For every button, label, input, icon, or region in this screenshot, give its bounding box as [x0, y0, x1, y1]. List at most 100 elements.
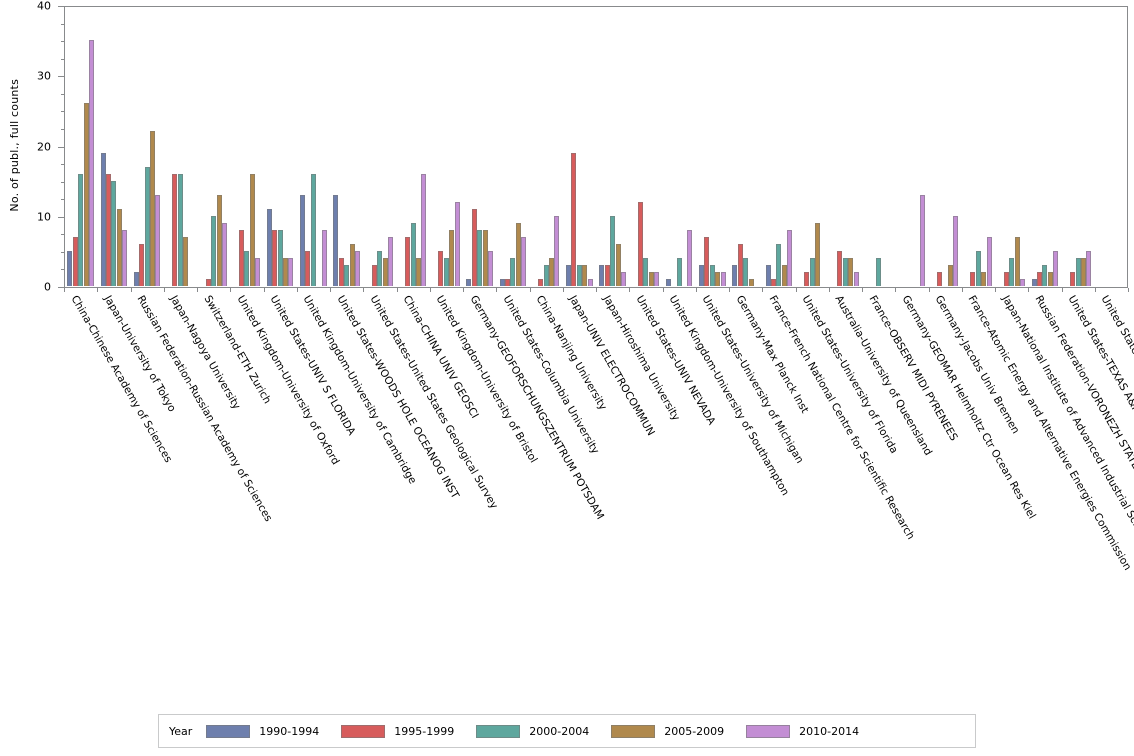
bar[interactable]: [538, 278, 544, 286]
bar[interactable]: [205, 278, 211, 286]
bar[interactable]: [105, 173, 111, 286]
bar[interactable]: [111, 180, 117, 286]
bar[interactable]: [582, 264, 588, 286]
bar[interactable]: [643, 257, 649, 286]
bar[interactable]: [732, 264, 738, 286]
bar[interactable]: [715, 271, 721, 286]
bar[interactable]: [554, 215, 560, 286]
bar[interactable]: [615, 243, 621, 286]
bar[interactable]: [699, 264, 705, 286]
bar[interactable]: [333, 194, 339, 286]
bar[interactable]: [809, 257, 815, 286]
bar[interactable]: [421, 173, 427, 286]
bar[interactable]: [1014, 236, 1020, 286]
bar[interactable]: [443, 257, 449, 286]
bar[interactable]: [1053, 250, 1059, 286]
bar[interactable]: [1086, 250, 1092, 286]
bar[interactable]: [211, 215, 217, 286]
bar[interactable]: [637, 201, 643, 286]
bar[interactable]: [709, 264, 715, 286]
bar[interactable]: [310, 173, 316, 286]
bar[interactable]: [948, 264, 953, 286]
bar[interactable]: [776, 243, 782, 286]
bar[interactable]: [1047, 271, 1053, 286]
bar[interactable]: [338, 257, 344, 286]
legend-item[interactable]: 1990-1994: [206, 724, 319, 738]
bar[interactable]: [221, 222, 227, 286]
bar[interactable]: [842, 257, 848, 286]
bar[interactable]: [970, 271, 976, 286]
bar[interactable]: [876, 257, 882, 286]
bar[interactable]: [354, 250, 360, 286]
bar[interactable]: [1036, 271, 1042, 286]
bar[interactable]: [620, 271, 626, 286]
bar[interactable]: [133, 271, 139, 286]
bar[interactable]: [377, 250, 383, 286]
bar[interactable]: [321, 229, 327, 286]
bar[interactable]: [566, 264, 572, 286]
bar[interactable]: [543, 264, 549, 286]
bar[interactable]: [549, 257, 554, 286]
bar[interactable]: [277, 229, 283, 286]
legend-item[interactable]: 2000-2004: [476, 724, 589, 738]
bar[interactable]: [704, 236, 710, 286]
bar[interactable]: [244, 250, 250, 286]
bar[interactable]: [139, 243, 145, 286]
bar[interactable]: [743, 257, 749, 286]
bar[interactable]: [1081, 257, 1086, 286]
bar[interactable]: [410, 222, 416, 286]
bar[interactable]: [449, 229, 455, 286]
bar[interactable]: [266, 208, 272, 286]
bar[interactable]: [510, 257, 516, 286]
bar[interactable]: [1070, 271, 1076, 286]
bar[interactable]: [216, 194, 222, 286]
legend-item[interactable]: 1995-1999: [341, 724, 454, 738]
bar[interactable]: [116, 208, 122, 286]
bar[interactable]: [765, 264, 771, 286]
bar[interactable]: [499, 278, 505, 286]
bar[interactable]: [1031, 278, 1037, 286]
bar[interactable]: [986, 236, 992, 286]
bar[interactable]: [344, 264, 350, 286]
bar[interactable]: [953, 215, 959, 286]
bar[interactable]: [305, 250, 311, 286]
bar[interactable]: [648, 271, 654, 286]
bar[interactable]: [67, 250, 73, 286]
bar[interactable]: [515, 222, 521, 286]
bar[interactable]: [100, 152, 106, 286]
bar[interactable]: [438, 250, 444, 286]
bar[interactable]: [288, 257, 294, 286]
bar[interactable]: [177, 173, 183, 286]
bar[interactable]: [88, 40, 94, 286]
bar[interactable]: [521, 236, 527, 286]
bar[interactable]: [454, 201, 460, 286]
bar[interactable]: [1075, 257, 1081, 286]
bar[interactable]: [388, 236, 394, 286]
bar[interactable]: [748, 278, 754, 286]
bar[interactable]: [238, 229, 244, 286]
bar[interactable]: [249, 173, 255, 286]
bar[interactable]: [83, 103, 89, 286]
bar[interactable]: [272, 229, 278, 286]
bar[interactable]: [416, 257, 421, 286]
bar[interactable]: [571, 152, 577, 286]
legend-item[interactable]: 2010-2014: [746, 724, 859, 738]
bar[interactable]: [1003, 271, 1009, 286]
bar[interactable]: [587, 278, 593, 286]
bar[interactable]: [183, 236, 189, 286]
bar[interactable]: [72, 236, 78, 286]
bar[interactable]: [1042, 264, 1048, 286]
bar[interactable]: [504, 278, 510, 286]
bar[interactable]: [687, 229, 693, 286]
bar[interactable]: [300, 194, 306, 286]
bar[interactable]: [665, 278, 671, 286]
bar[interactable]: [150, 131, 155, 286]
bar[interactable]: [848, 257, 854, 286]
legend-item[interactable]: 2005-2009: [611, 724, 724, 738]
bar[interactable]: [255, 257, 261, 286]
bar[interactable]: [804, 271, 810, 286]
bar[interactable]: [654, 271, 660, 286]
bar[interactable]: [981, 271, 987, 286]
bar[interactable]: [466, 278, 472, 286]
bar[interactable]: [781, 264, 787, 286]
